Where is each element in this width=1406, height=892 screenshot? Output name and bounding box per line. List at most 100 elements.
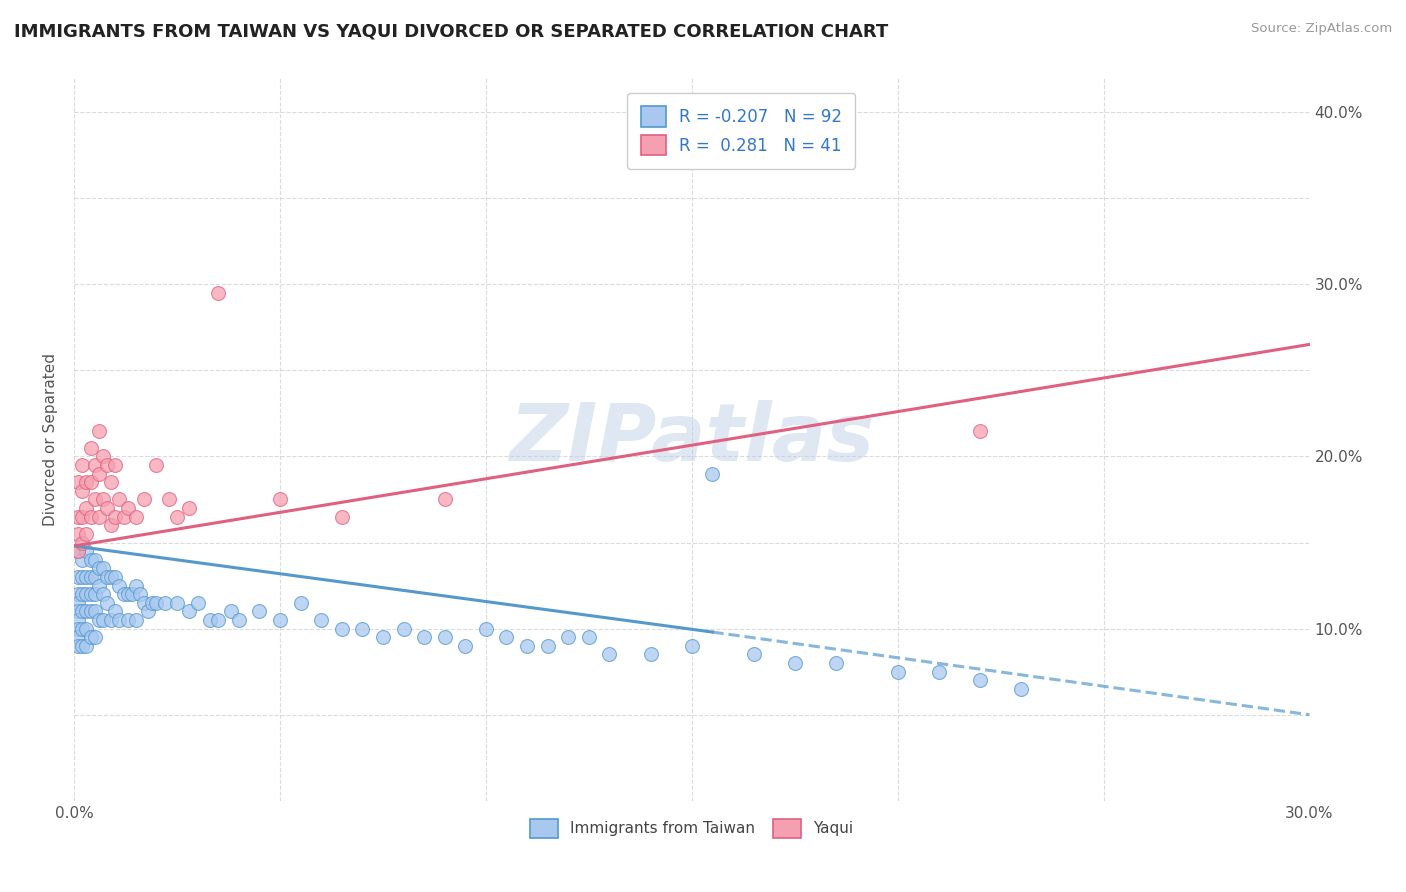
Point bbox=[640, 648, 662, 662]
Point bbox=[83, 553, 105, 567]
Point bbox=[681, 639, 703, 653]
Point bbox=[72, 570, 94, 584]
Point bbox=[100, 475, 122, 490]
Point bbox=[269, 613, 291, 627]
Point bbox=[83, 587, 105, 601]
Point bbox=[125, 509, 148, 524]
Point bbox=[87, 509, 110, 524]
Point bbox=[72, 639, 94, 653]
Point bbox=[72, 535, 94, 549]
Point bbox=[783, 656, 806, 670]
Point bbox=[72, 458, 94, 472]
Point bbox=[117, 613, 139, 627]
Point bbox=[67, 527, 90, 541]
Point bbox=[969, 424, 991, 438]
Point bbox=[702, 467, 724, 481]
Point bbox=[454, 639, 477, 653]
Point bbox=[330, 509, 353, 524]
Point bbox=[72, 622, 94, 636]
Point bbox=[557, 630, 579, 644]
Point bbox=[72, 483, 94, 498]
Point bbox=[166, 509, 188, 524]
Point bbox=[67, 630, 90, 644]
Point bbox=[83, 458, 105, 472]
Point bbox=[145, 596, 167, 610]
Point bbox=[108, 492, 131, 507]
Point bbox=[75, 639, 97, 653]
Point bbox=[67, 475, 90, 490]
Point bbox=[79, 553, 101, 567]
Point bbox=[96, 501, 118, 516]
Point bbox=[67, 587, 90, 601]
Text: ZIPatlas: ZIPatlas bbox=[509, 401, 875, 478]
Point bbox=[91, 492, 114, 507]
Point bbox=[79, 604, 101, 618]
Point bbox=[112, 587, 135, 601]
Point bbox=[179, 604, 201, 618]
Point bbox=[269, 492, 291, 507]
Point bbox=[91, 613, 114, 627]
Point bbox=[290, 596, 312, 610]
Point bbox=[87, 467, 110, 481]
Point bbox=[83, 492, 105, 507]
Point bbox=[371, 630, 394, 644]
Point bbox=[108, 613, 131, 627]
Point bbox=[67, 509, 90, 524]
Point bbox=[145, 458, 167, 472]
Point bbox=[91, 561, 114, 575]
Point bbox=[79, 570, 101, 584]
Point bbox=[228, 613, 250, 627]
Point bbox=[198, 613, 221, 627]
Point bbox=[132, 596, 155, 610]
Point bbox=[75, 501, 97, 516]
Point bbox=[87, 613, 110, 627]
Point bbox=[79, 587, 101, 601]
Point bbox=[207, 285, 229, 300]
Point bbox=[117, 501, 139, 516]
Point bbox=[141, 596, 163, 610]
Point bbox=[413, 630, 436, 644]
Point bbox=[207, 613, 229, 627]
Point bbox=[72, 604, 94, 618]
Point bbox=[75, 604, 97, 618]
Point bbox=[112, 509, 135, 524]
Point bbox=[67, 544, 90, 558]
Point bbox=[67, 639, 90, 653]
Point bbox=[96, 458, 118, 472]
Point bbox=[67, 622, 90, 636]
Point bbox=[136, 604, 159, 618]
Point bbox=[537, 639, 560, 653]
Y-axis label: Divorced or Separated: Divorced or Separated bbox=[44, 352, 58, 525]
Point bbox=[87, 424, 110, 438]
Point bbox=[129, 587, 152, 601]
Point bbox=[104, 458, 127, 472]
Point bbox=[91, 450, 114, 464]
Point bbox=[75, 527, 97, 541]
Point bbox=[219, 604, 242, 618]
Point bbox=[87, 561, 110, 575]
Point bbox=[392, 622, 415, 636]
Point bbox=[75, 475, 97, 490]
Point bbox=[179, 501, 201, 516]
Point bbox=[79, 509, 101, 524]
Point bbox=[495, 630, 517, 644]
Text: Source: ZipAtlas.com: Source: ZipAtlas.com bbox=[1251, 22, 1392, 36]
Point bbox=[578, 630, 600, 644]
Point bbox=[83, 570, 105, 584]
Point bbox=[104, 509, 127, 524]
Point bbox=[91, 587, 114, 601]
Point bbox=[125, 578, 148, 592]
Point bbox=[886, 665, 908, 679]
Point bbox=[96, 596, 118, 610]
Point bbox=[475, 622, 498, 636]
Point bbox=[100, 518, 122, 533]
Point bbox=[67, 544, 90, 558]
Point bbox=[969, 673, 991, 688]
Point bbox=[742, 648, 765, 662]
Point bbox=[1010, 681, 1032, 696]
Point bbox=[433, 492, 456, 507]
Point bbox=[79, 630, 101, 644]
Point bbox=[75, 544, 97, 558]
Point bbox=[79, 441, 101, 455]
Point bbox=[75, 622, 97, 636]
